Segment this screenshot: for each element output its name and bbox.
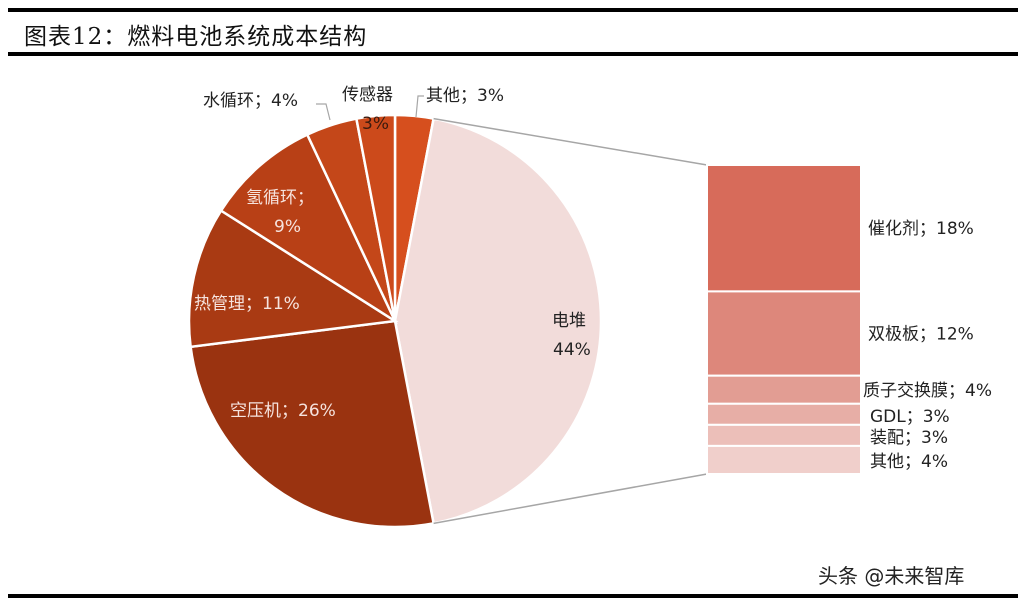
label-breakdown-其他: 其他；4% bbox=[870, 452, 948, 472]
pie-slice-热管理 bbox=[187, 208, 399, 349]
label-其他: 其他；3% bbox=[426, 86, 504, 106]
bar-segment-GDL bbox=[706, 402, 862, 426]
breakdown-bar bbox=[706, 164, 862, 475]
pie-slice-氢循环 bbox=[219, 132, 398, 325]
leader-水循环 bbox=[316, 103, 331, 121]
label-电堆-pct: 44% bbox=[553, 340, 591, 360]
label-氢循环-pct: 9% bbox=[274, 217, 301, 237]
bar-segment-催化剂 bbox=[706, 164, 862, 293]
leader-其他 bbox=[415, 95, 424, 118]
label-空压机: 空压机；26% bbox=[230, 401, 336, 421]
label-热管理: 热管理；11% bbox=[194, 294, 300, 314]
label-breakdown-催化剂: 催化剂；18% bbox=[868, 219, 974, 239]
label-传感器: 传感器 bbox=[342, 85, 393, 105]
label-水循环: 水循环；4% bbox=[203, 91, 298, 111]
label-氢循环: 氢循环； bbox=[246, 188, 314, 208]
pie-slice-空压机 bbox=[189, 319, 436, 529]
bar-segment-装配 bbox=[706, 423, 862, 447]
bar-segment-其他 bbox=[706, 444, 862, 475]
bottom-rule bbox=[8, 594, 1018, 598]
bar-segment-质子交换膜 bbox=[706, 374, 862, 405]
label-breakdown-质子交换膜: 质子交换膜；4% bbox=[863, 381, 992, 401]
label-breakdown-装配: 装配；3% bbox=[870, 428, 948, 448]
label-breakdown-GDL: GDL；3% bbox=[870, 407, 950, 427]
pie-slice-传感器 bbox=[354, 113, 397, 322]
watermark: 头条 @未来智库 bbox=[818, 564, 965, 588]
pie-slice-电堆 bbox=[393, 117, 603, 525]
bar-segment-双极板 bbox=[706, 290, 862, 377]
top-rule bbox=[8, 8, 1018, 12]
label-breakdown-双极板: 双极板；12% bbox=[868, 325, 974, 345]
pie-slices bbox=[187, 113, 603, 529]
title-underline bbox=[8, 52, 1018, 56]
connector-lines bbox=[433, 117, 708, 525]
connector-bottom bbox=[433, 473, 708, 525]
label-传感器-pct: 3% bbox=[362, 114, 389, 134]
connector-top bbox=[433, 117, 708, 166]
figure-title: 图表12：燃料电池系统成本结构 bbox=[24, 24, 368, 50]
label-电堆: 电堆 bbox=[552, 311, 586, 331]
data-labels: 空压机；26% 热管理；11% 氢循环； 9% 电堆 44% 水循环；4% 传感器 3% 其他；3… bbox=[194, 85, 992, 472]
